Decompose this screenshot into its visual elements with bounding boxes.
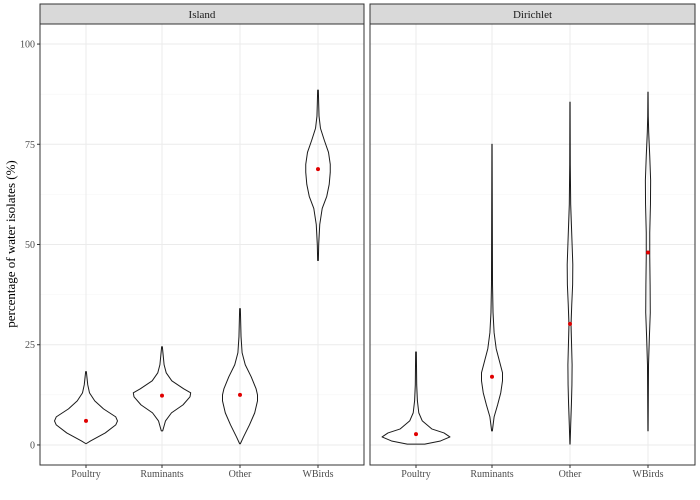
y-tick-label: 50 xyxy=(25,240,35,251)
facet-panel-island: Island Poultry Ruminants Other WBirds xyxy=(39,3,365,480)
y-tick-label: 25 xyxy=(25,340,35,351)
violin-poultry xyxy=(381,351,451,445)
x-tick-label-other: Other xyxy=(559,469,582,480)
facet-strip-label: Dirichlet xyxy=(513,9,552,21)
violin-other xyxy=(222,308,258,445)
median-point-ruminants xyxy=(490,374,494,379)
x-tick-label-poultry: Poultry xyxy=(401,469,430,480)
median-point-wbirds xyxy=(316,167,320,172)
facet-strip-label: Island xyxy=(189,9,216,21)
median-point-poultry xyxy=(84,418,88,423)
x-tick-label-poultry: Poultry xyxy=(71,469,100,480)
violin-wbirds xyxy=(305,89,331,262)
violin-ruminants xyxy=(481,143,503,432)
violin-wbirds xyxy=(644,91,652,432)
x-tick-label-wbirds: WBirds xyxy=(302,469,333,480)
x-tick-label-other: Other xyxy=(229,469,252,480)
median-point-other xyxy=(568,321,572,326)
violin-poultry xyxy=(54,371,118,445)
x-tick-label-wbirds: WBirds xyxy=(632,469,663,480)
median-point-poultry xyxy=(414,432,418,437)
y-axis-title: percentage of water isolates (%) xyxy=(3,160,18,327)
median-point-ruminants xyxy=(160,393,164,398)
facet-strip xyxy=(39,3,365,25)
violin-other xyxy=(566,101,574,445)
violin-ruminants xyxy=(132,346,192,432)
facet-strip xyxy=(369,3,696,25)
median-point-other xyxy=(238,392,242,397)
facet-panel-dirichlet: Dirichlet Poultry Ruminants Other WBirds xyxy=(369,3,696,480)
y-tick-label: 75 xyxy=(25,140,35,151)
y-tick-label: 100 xyxy=(20,40,35,51)
x-tick-label-ruminants: Ruminants xyxy=(470,469,513,480)
y-tick-label: 0 xyxy=(30,440,35,451)
x-tick-label-ruminants: Ruminants xyxy=(140,469,183,480)
median-point-wbirds xyxy=(646,250,650,255)
